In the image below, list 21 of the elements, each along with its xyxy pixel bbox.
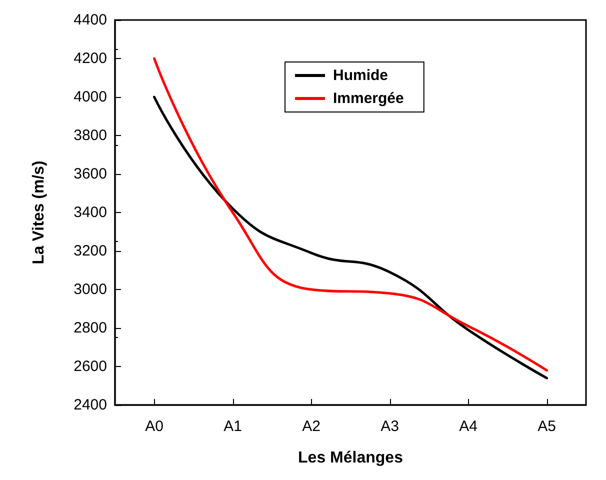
y-tick-label: 2600 — [74, 358, 107, 375]
y-tick-label: 2800 — [74, 320, 107, 336]
x-tick-label: A0 — [145, 418, 164, 435]
x-tick-label: A5 — [538, 418, 556, 435]
x-tick-label: A4 — [459, 418, 478, 435]
x-axis-title: Les Mélanges — [298, 450, 404, 466]
x-tick-label: A3 — [380, 418, 399, 435]
legend-label: Humide — [333, 67, 388, 84]
y-tick-label: 3600 — [74, 166, 107, 182]
y-tick-label: 2400 — [74, 396, 107, 414]
legend-label: Immergée — [333, 90, 404, 107]
y-tick-label: 3000 — [74, 281, 107, 298]
y-tick-label: 3400 — [74, 204, 107, 221]
y-tick-label: 3200 — [74, 242, 107, 260]
y-tick-label: 4200 — [74, 50, 107, 67]
x-tick-label: A1 — [224, 418, 242, 435]
y-tick-label: 3800 — [74, 127, 107, 144]
y-tick-label: 4000 — [74, 88, 107, 106]
x-tick-label: A2 — [302, 418, 320, 435]
y-tick-label: 4400 — [74, 12, 107, 28]
y-axis-title: La Vites (m/s) — [30, 160, 48, 264]
